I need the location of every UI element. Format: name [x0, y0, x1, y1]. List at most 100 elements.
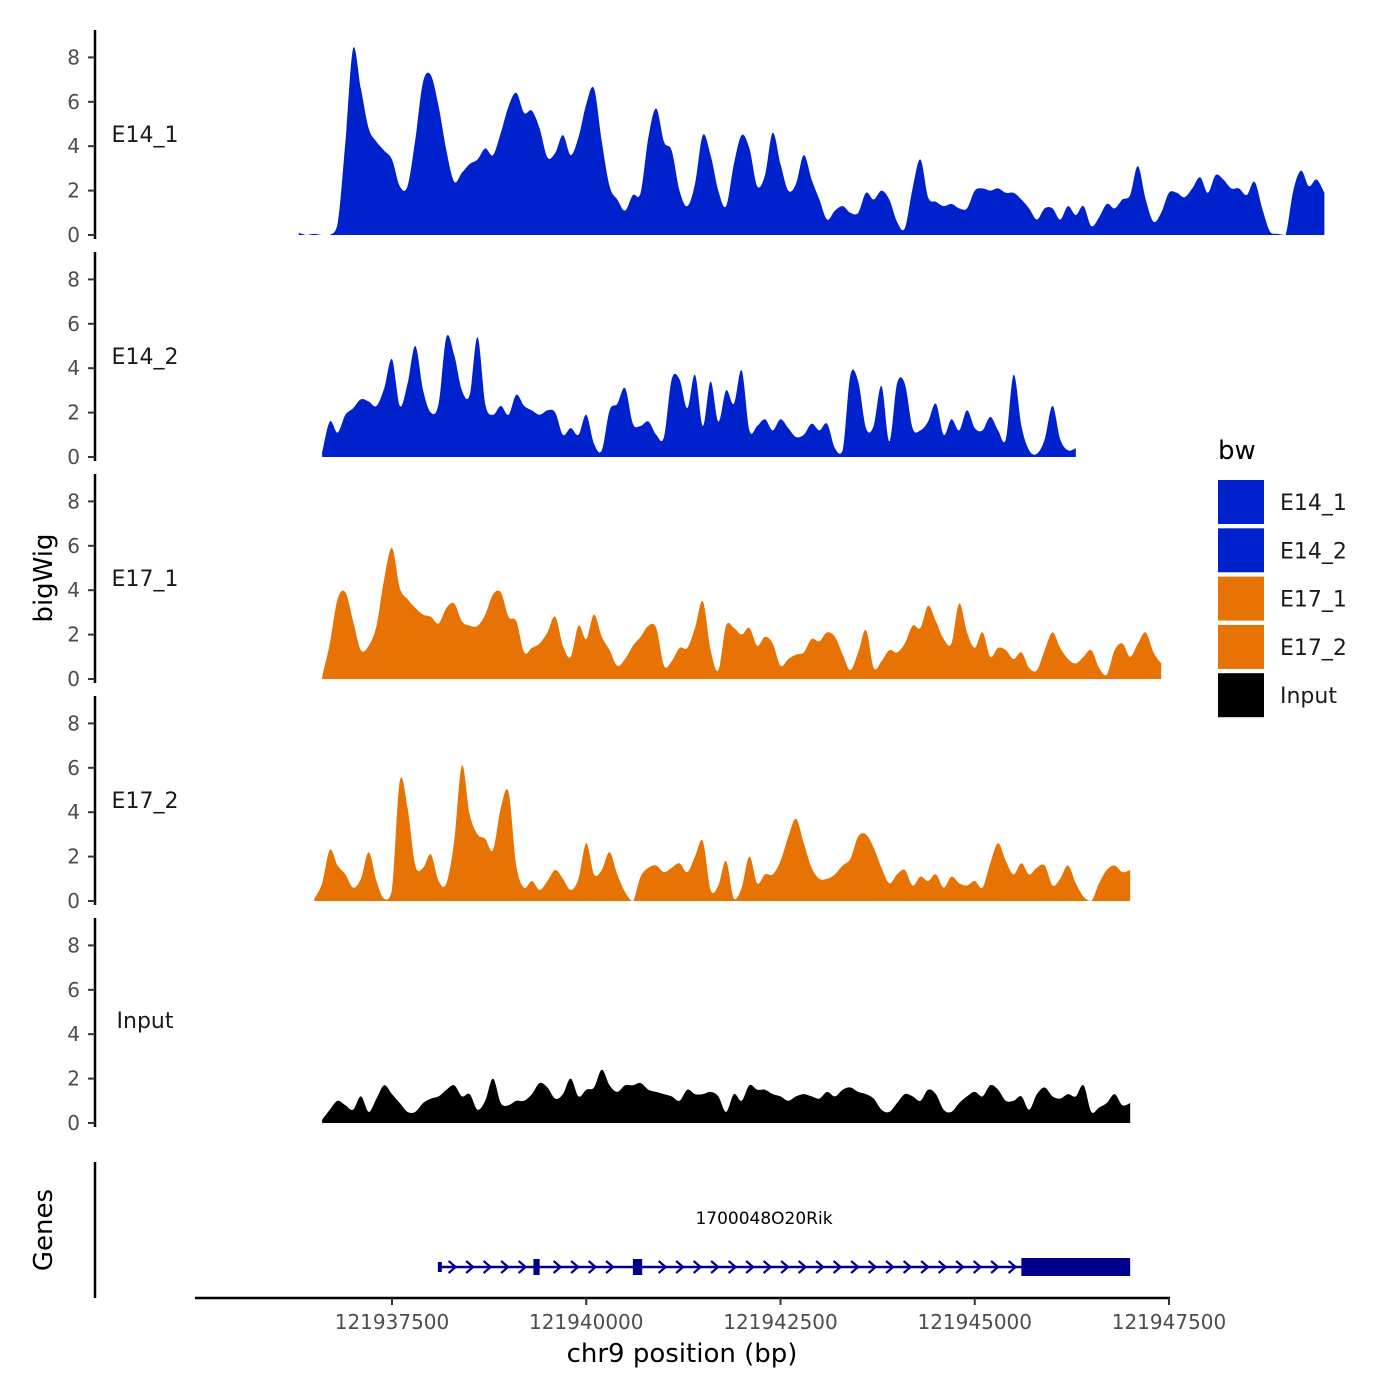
strand-arrow	[1007, 1260, 1018, 1274]
x-axis: 121937500 121940000 121942500 121945000 1219…	[195, 1296, 1227, 1369]
track-panel-E17_1: 0 2 4 6 8 E17_1	[67, 474, 1162, 691]
legend-swatch	[1218, 480, 1264, 524]
strand-arrow	[780, 1260, 790, 1274]
y-tick-label: 4	[67, 1022, 80, 1046]
coverage-area-E14_1	[298, 47, 1325, 235]
track-label: Input	[117, 1009, 174, 1034]
y-tick-label: 2	[67, 401, 80, 425]
y-tick-label: 2	[67, 1067, 80, 1091]
x-tick-label: 121945000	[917, 1310, 1032, 1334]
y-tick-label: 4	[67, 800, 80, 824]
strand-arrow	[815, 1260, 825, 1274]
gene-exon	[632, 1259, 643, 1275]
gene-model	[437, 1258, 1131, 1276]
strand-arrow	[675, 1260, 685, 1274]
y-axis-title: bigWig	[29, 533, 59, 622]
gene-name-label: 1700048O20Rik	[695, 1209, 832, 1229]
y-tick-label: 4	[67, 578, 80, 602]
y-tick-label: 6	[67, 534, 80, 558]
y-tick-label: 4	[67, 356, 80, 380]
legend-swatch	[1218, 624, 1264, 669]
strand-arrow	[657, 1260, 668, 1274]
y-tick-label: 8	[67, 267, 80, 291]
y-tick-label: 0	[67, 223, 80, 247]
y-tick-label: 2	[67, 845, 80, 869]
track-label: E17_1	[112, 567, 179, 592]
gene-exon	[437, 1262, 442, 1272]
strand-arrow	[797, 1260, 808, 1274]
track-label: E14_2	[112, 345, 179, 370]
strand-arrow	[745, 1260, 755, 1274]
strand-arrow	[885, 1260, 895, 1274]
x-axis-title: chr9 position (bp)	[567, 1339, 798, 1369]
y-tick-label: 0	[67, 889, 80, 913]
strand-arrow	[955, 1260, 965, 1274]
strand-arrow	[482, 1260, 493, 1274]
genes-axis-title: Genes	[29, 1189, 59, 1271]
y-tick-label: 2	[67, 623, 80, 647]
strand-arrow	[867, 1260, 878, 1274]
y-tick-label: 6	[67, 312, 80, 336]
coverage-area-E17_1	[322, 547, 1162, 679]
strand-arrow	[552, 1260, 563, 1274]
strand-arrow	[570, 1260, 580, 1274]
x-ticks: 121937500 121940000 121942500 121945000 1219…	[335, 1298, 1227, 1334]
x-tick-label: 121937500	[335, 1310, 450, 1334]
strand-arrow	[465, 1260, 475, 1274]
y-tick-label: 8	[67, 933, 80, 957]
legend: bw E14_1 E14_2 E17_1 E17_2 Input	[1218, 436, 1347, 718]
strand-arrow	[692, 1260, 703, 1274]
track-panel-E14_2: 0 2 4 6 8 E14_2	[67, 252, 1076, 469]
track-panel-Input: 0 2 4 6 8 Input	[67, 918, 1131, 1135]
legend-label: E14_2	[1280, 539, 1347, 564]
legend-label: Input	[1280, 684, 1337, 709]
y-tick-label: 6	[67, 756, 80, 780]
y-tick-label: 8	[67, 711, 80, 735]
x-tick-label: 121942500	[723, 1310, 838, 1334]
legend-items: E14_1 E14_2 E17_1 E17_2 Input	[1218, 480, 1347, 718]
legend-label: E14_1	[1280, 491, 1347, 516]
gene-track-panel: Genes 1700048O20Rik	[29, 1162, 1131, 1298]
strand-arrow	[832, 1260, 843, 1274]
legend-label: E17_1	[1280, 588, 1347, 613]
gene-exon	[1021, 1258, 1131, 1276]
coverage-area-E17_2	[314, 765, 1131, 901]
strand-arrow	[727, 1260, 738, 1274]
strand-arrow	[972, 1260, 983, 1274]
strand-arrow	[500, 1260, 510, 1274]
strand-arrow	[902, 1260, 913, 1274]
track-label: E14_1	[112, 123, 179, 148]
coverage-area-E14_2	[322, 334, 1076, 457]
y-tick-label: 8	[67, 45, 80, 69]
y-tick-label: 0	[67, 445, 80, 469]
track-panel-E17_2: 0 2 4 6 8 E17_2	[67, 696, 1131, 913]
strand-arrow	[587, 1260, 598, 1274]
legend-swatch	[1218, 576, 1264, 621]
x-tick-label: 121947500	[1112, 1310, 1227, 1334]
gene-exon	[533, 1259, 540, 1275]
strand-arrow	[850, 1260, 860, 1274]
track-panel-E14_1: 0 2 4 6 8 E14_1	[67, 30, 1325, 247]
strand-arrow	[517, 1260, 528, 1274]
y-tick-label: 4	[67, 134, 80, 158]
strand-arrow	[937, 1260, 948, 1274]
y-tick-label: 0	[67, 667, 80, 691]
strand-arrow	[447, 1260, 458, 1274]
strand-arrow	[920, 1260, 930, 1274]
y-tick-label: 6	[67, 90, 80, 114]
x-tick-label: 121940000	[529, 1310, 644, 1334]
track-label: E17_2	[112, 789, 179, 814]
strand-arrow	[762, 1260, 773, 1274]
y-tick-label: 2	[67, 179, 80, 203]
y-tick-label: 6	[67, 978, 80, 1002]
strand-arrow	[605, 1260, 615, 1274]
legend-label: E17_2	[1280, 636, 1347, 661]
legend-swatch	[1218, 528, 1264, 573]
track-panels: 0 2 4 6 8 E14_1 0 2 4 6 8 E14_2 0 2 4 6 8 E17_1 0 2 4 6 8 E17_2…	[67, 30, 1325, 1135]
legend-swatch	[1218, 673, 1264, 718]
legend-title: bw	[1218, 436, 1256, 466]
y-tick-label: 0	[67, 1111, 80, 1135]
y-tick-label: 8	[67, 489, 80, 513]
strand-arrow	[990, 1260, 1000, 1274]
